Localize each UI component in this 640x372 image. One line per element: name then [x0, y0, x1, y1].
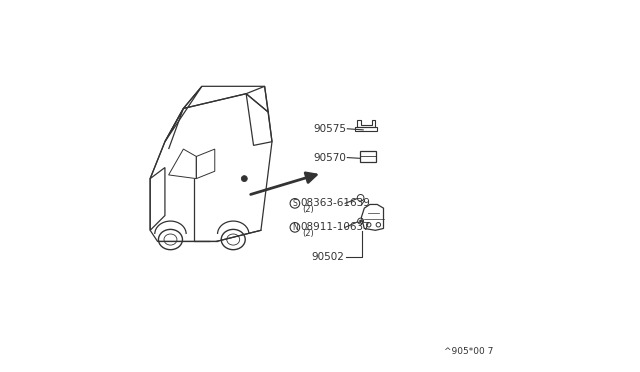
Text: N: N [292, 223, 298, 232]
Text: 90502: 90502 [312, 252, 345, 262]
Text: ^905*00 7: ^905*00 7 [444, 347, 493, 356]
Text: S: S [292, 199, 297, 208]
Circle shape [360, 220, 362, 222]
Text: (2): (2) [302, 205, 314, 214]
Text: (2): (2) [302, 229, 314, 238]
Text: 90575: 90575 [314, 124, 347, 134]
Text: 08911-10637: 08911-10637 [301, 222, 371, 232]
Circle shape [241, 176, 247, 182]
Text: 08363-61639: 08363-61639 [301, 198, 371, 208]
Text: 90570: 90570 [314, 153, 347, 163]
